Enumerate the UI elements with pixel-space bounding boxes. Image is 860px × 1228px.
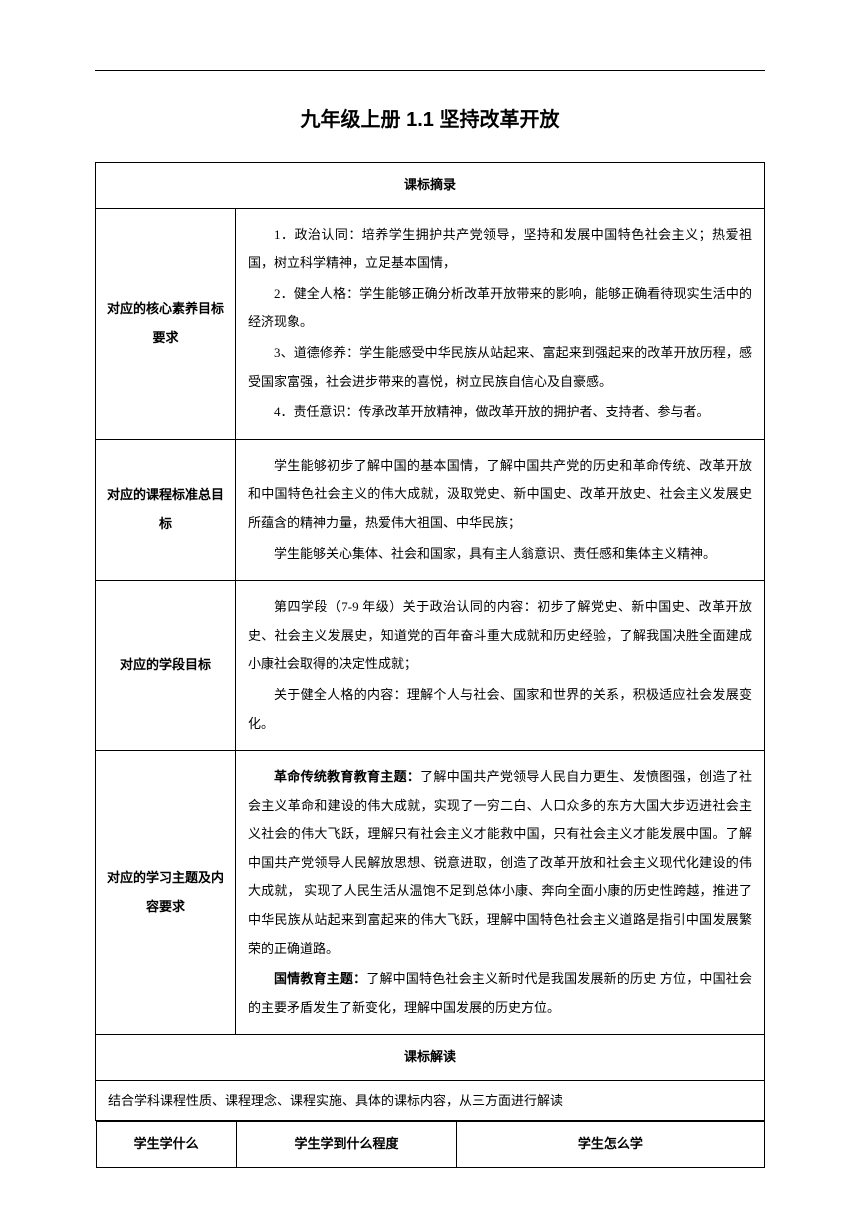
stage-goal-p2: 关于健全人格的内容：理解个人与社会、国家和世界的关系，积极适应社会发展变化。 — [248, 681, 752, 738]
question-2: 学生学到什么程度 — [236, 1122, 456, 1168]
learning-theme-row: 对应的学习主题及内容要求 革命传统教育教育主题：了解中国共产党领导人民自力更生、… — [96, 751, 765, 1035]
stage-goal-p1: 第四学段（7-9 年级）关于政治认同的内容：初步了解党史、新中国史、改革开放史、… — [248, 593, 752, 679]
stage-goal-content: 第四学段（7-9 年级）关于政治认同的内容：初步了解党史、新中国史、改革开放史、… — [236, 581, 765, 751]
core-literacy-content: 1．政治认同：培养学生拥护共产党领导，坚持和发展中国特色社会主义；热爱祖国，树立… — [236, 208, 765, 439]
core-literacy-p1: 1．政治认同：培养学生拥护共产党领导，坚持和发展中国特色社会主义；热爱祖国，树立… — [248, 221, 752, 278]
stage-goal-row: 对应的学段目标 第四学段（7-9 年级）关于政治认同的内容：初步了解党史、新中国… — [96, 581, 765, 751]
interpret-intro-row: 结合学科课程性质、课程理念、课程实施、具体的课标内容，从三方面进行解读 — [96, 1081, 765, 1121]
excerpt-header-row: 课标摘录 — [96, 163, 765, 209]
three-questions-wrapper: 学生学什么 学生学到什么程度 学生怎么学 — [96, 1121, 765, 1168]
table-row: 学生学什么 学生学到什么程度 学生怎么学 — [96, 1122, 764, 1168]
page-container: 九年级上册 1.1 坚持改革开放 课标摘录 对应的核心素养目标要求 1．政治认同… — [0, 0, 860, 1228]
theme1-title: 革命传统教育教育主题： — [274, 769, 420, 784]
curriculum-standard-p1: 学生能够初步了解中国的基本国情，了解中国共产党的历史和革命传统、改革开放和中国特… — [248, 452, 752, 538]
question-3: 学生怎么学 — [457, 1122, 764, 1168]
excerpt-header: 课标摘录 — [96, 163, 765, 209]
learning-theme-p2: 国情教育主题：了解中国特色社会主义新时代是我国发展新的历史 方位，中国社会的主要… — [248, 965, 752, 1022]
learning-theme-label: 对应的学习主题及内容要求 — [96, 751, 236, 1035]
document-title: 九年级上册 1.1 坚持改革开放 — [95, 103, 765, 132]
core-literacy-p2: 2．健全人格：学生能够正确分析改革开放带来的影响，能够正确看待现实生活中的经济现… — [248, 280, 752, 337]
curriculum-standard-content: 学生能够初步了解中国的基本国情，了解中国共产党的历史和革命传统、改革开放和中国特… — [236, 439, 765, 580]
three-questions-row: 学生学什么 学生学到什么程度 学生怎么学 — [96, 1121, 765, 1168]
question-1: 学生学什么 — [96, 1122, 236, 1168]
core-literacy-p4: 4．责任意识：传承改革开放精神，做改革开放的拥护者、支持者、参与者。 — [248, 398, 752, 427]
theme2-title: 国情教育主题： — [274, 971, 366, 986]
interpret-intro: 结合学科课程性质、课程理念、课程实施、具体的课标内容，从三方面进行解读 — [96, 1081, 765, 1121]
curriculum-standard-row: 对应的课程标准总目标 学生能够初步了解中国的基本国情，了解中国共产党的历史和革命… — [96, 439, 765, 580]
curriculum-standard-label: 对应的课程标准总目标 — [96, 439, 236, 580]
interpret-header: 课标解读 — [96, 1035, 765, 1081]
core-literacy-p3: 3、道德修养：学生能感受中华民族从站起来、富起来到强起来的改革开放历程，感受国家… — [248, 339, 752, 396]
three-questions-table: 学生学什么 学生学到什么程度 学生怎么学 — [96, 1121, 765, 1168]
theme1-body: 了解中国共产党领导人民自力更生、发愤图强，创造了社会主义革命和建设的伟大成就，实… — [248, 769, 752, 956]
learning-theme-p1: 革命传统教育教育主题：了解中国共产党领导人民自力更生、发愤图强，创造了社会主义革… — [248, 763, 752, 963]
core-literacy-label: 对应的核心素养目标要求 — [96, 208, 236, 439]
stage-goal-label: 对应的学段目标 — [96, 581, 236, 751]
header-rule — [95, 70, 765, 71]
interpret-header-row: 课标解读 — [96, 1035, 765, 1081]
main-table: 课标摘录 对应的核心素养目标要求 1．政治认同：培养学生拥护共产党领导，坚持和发… — [95, 162, 765, 1168]
core-literacy-row: 对应的核心素养目标要求 1．政治认同：培养学生拥护共产党领导，坚持和发展中国特色… — [96, 208, 765, 439]
curriculum-standard-p2: 学生能够关心集体、社会和国家，具有主人翁意识、责任感和集体主义精神。 — [248, 540, 752, 569]
learning-theme-content: 革命传统教育教育主题：了解中国共产党领导人民自力更生、发愤图强，创造了社会主义革… — [236, 751, 765, 1035]
